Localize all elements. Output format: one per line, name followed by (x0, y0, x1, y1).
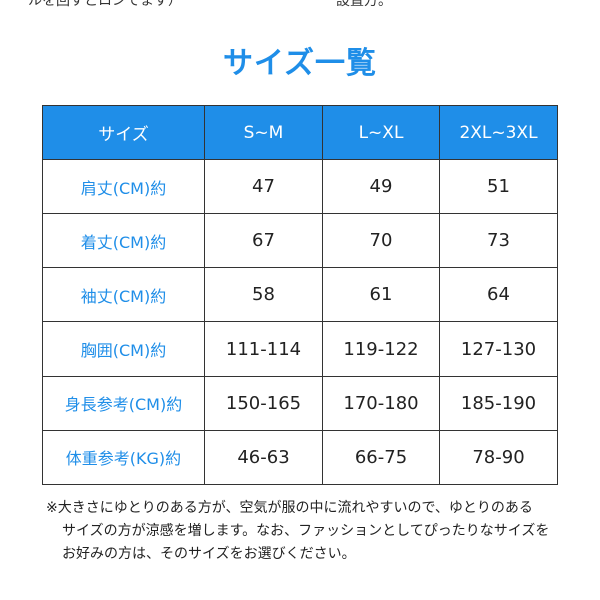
cropped-text-right: 設置方。 (336, 0, 392, 9)
table-row: 着丈(CM)約 67 70 73 (42, 213, 558, 269)
table-row: 身長参考(CM)約 150-165 170-180 185-190 (42, 375, 558, 431)
table-row: 肩丈(CM)約 47 49 51 (42, 158, 558, 215)
cropped-previous-text: ルを回すとロンでます） 設置方。 (0, 0, 600, 9)
table-cell: 58 (204, 267, 323, 323)
header-l-xl: L~XL (322, 105, 440, 160)
note-line-1: ※大きさにゆとりのある方が、空気が服の中に流れやすいので、ゆとりのある (46, 500, 533, 516)
size-note: ※大きさにゆとりのある方が、空気が服の中に流れやすいので、ゆとりのある サイズの… (46, 497, 566, 566)
table-cell: 170-180 (322, 375, 440, 431)
table-cell: 127-130 (439, 321, 558, 377)
row-label-sleeve: 袖丈(CM)約 (42, 267, 205, 323)
table-cell: 150-165 (204, 375, 323, 431)
table-cell: 66-75 (322, 429, 440, 486)
row-label-weight: 体重参考(KG)約 (42, 429, 205, 486)
table-row: 体重参考(KG)約 46-63 66-75 78-90 (42, 429, 558, 486)
table-cell: 49 (322, 158, 440, 215)
table-cell: 47 (204, 158, 323, 215)
table-row: 胸囲(CM)約 111-114 119-122 127-130 (42, 321, 558, 377)
header-2xl-3xl: 2XL~3XL (439, 105, 558, 160)
table-cell: 78-90 (439, 429, 558, 486)
table-cell: 51 (439, 158, 558, 215)
row-label-chest: 胸囲(CM)約 (42, 321, 205, 377)
row-label-length: 着丈(CM)約 (42, 213, 205, 269)
table-cell: 46-63 (204, 429, 323, 486)
header-s-m: S~M (204, 105, 323, 160)
header-size: サイズ (42, 105, 205, 160)
cropped-text-left: ルを回すとロンでます） (28, 0, 182, 9)
table-cell: 111-114 (204, 321, 323, 377)
row-label-shoulder: 肩丈(CM)約 (42, 158, 205, 215)
table-cell: 70 (322, 213, 440, 269)
table-cell: 64 (439, 267, 558, 323)
note-line-3: お好みの方は、そのサイズをお選びください。 (62, 546, 356, 562)
table-row: 袖丈(CM)約 58 61 64 (42, 267, 558, 323)
page-title: サイズ一覧 (222, 46, 378, 81)
table-cell: 61 (322, 267, 440, 323)
table-header-row: サイズ S~M L~XL 2XL~3XL (42, 105, 558, 160)
row-label-height: 身長参考(CM)約 (42, 375, 205, 431)
note-line-2: サイズの方が涼感を増します。なお、ファッションとしてぴったりなサイズを (62, 523, 550, 539)
size-table: サイズ S~M L~XL 2XL~3XL 肩丈(CM)約 47 49 51 着丈… (42, 105, 558, 486)
table-cell: 119-122 (322, 321, 440, 377)
table-cell: 185-190 (439, 375, 558, 431)
table-cell: 73 (439, 213, 558, 269)
table-cell: 67 (204, 213, 323, 269)
